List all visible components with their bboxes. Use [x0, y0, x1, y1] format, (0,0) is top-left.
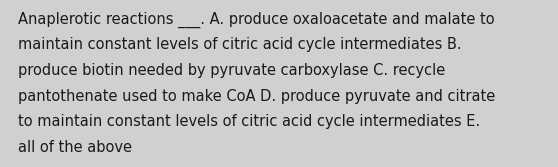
Text: pantothenate used to make CoA D. produce pyruvate and citrate: pantothenate used to make CoA D. produce… [18, 89, 496, 104]
Text: all of the above: all of the above [18, 139, 132, 154]
Text: to maintain constant levels of citric acid cycle intermediates E.: to maintain constant levels of citric ac… [18, 114, 480, 129]
Text: maintain constant levels of citric acid cycle intermediates B.: maintain constant levels of citric acid … [18, 38, 461, 52]
Text: Anaplerotic reactions ___. A. produce oxaloacetate and malate to: Anaplerotic reactions ___. A. produce ox… [18, 12, 494, 28]
Text: produce biotin needed by pyruvate carboxylase C. recycle: produce biotin needed by pyruvate carbox… [18, 63, 445, 78]
